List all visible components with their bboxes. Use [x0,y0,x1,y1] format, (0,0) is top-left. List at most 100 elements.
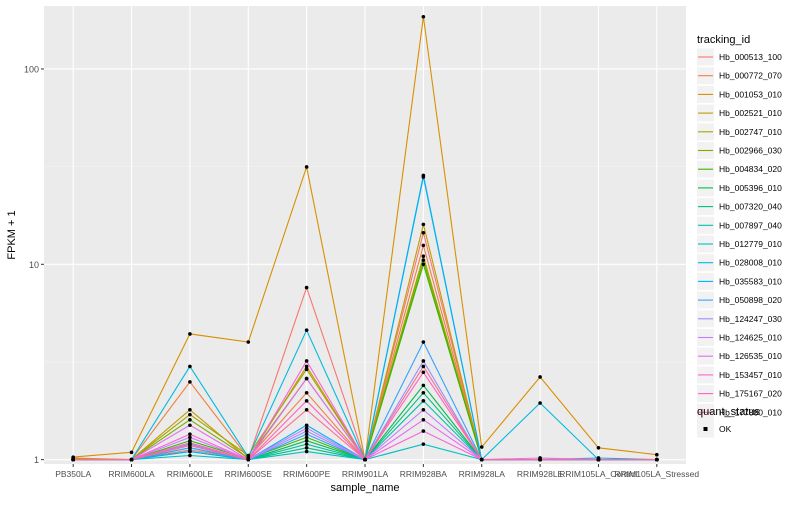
data-point [304,445,309,450]
data-point [421,370,426,375]
data-point [304,376,309,381]
data-point [304,432,309,436]
data-point [421,262,426,267]
legend-label: Hb_177880_010 [719,407,782,417]
x-tick-label: RRIM600PE [283,469,331,479]
data-point [421,407,426,412]
data-point [479,457,484,462]
legend-label: Hb_012779_010 [719,239,782,249]
legend-label: Hb_175167_020 [719,389,782,399]
data-point [188,407,192,412]
data-point [188,443,192,448]
data-point [538,375,542,379]
data-point [596,457,601,462]
data-point [304,399,309,403]
data-point [304,285,309,290]
data-point [304,435,309,440]
data-point [304,165,309,169]
data-point [421,383,426,388]
legend-title-tracking-id: tracking_id [697,34,750,46]
data-point [188,412,192,417]
data-point [129,450,134,455]
data-point [421,399,426,403]
data-point [188,453,192,458]
legend-label: Hb_002747_010 [719,127,782,137]
legend-label: Hb_000772_070 [719,71,782,81]
data-point [71,457,75,462]
y-tick-label: 100 [24,64,39,74]
data-point [421,254,426,259]
data-point [304,328,309,332]
data-point [421,230,426,235]
legend-label: Hb_035583_010 [719,276,782,286]
data-point [304,359,309,363]
data-point [479,445,484,449]
data-point [188,380,192,384]
data-point [304,407,309,412]
x-tick-label: RRIM928LE [517,469,564,479]
legend-label: Hb_050898_020 [719,295,782,305]
data-point [304,364,309,369]
legend-label: Hb_007897_040 [719,220,782,230]
data-point [538,401,542,405]
data-point [421,243,426,248]
legend-label: Hb_007320_040 [719,202,782,212]
x-tick-label: RRIM901LA [342,469,389,479]
data-point [538,457,542,462]
data-point [304,426,309,430]
data-point [304,442,309,446]
legend-label: Hb_002521_010 [719,108,782,118]
x-tick-label: RRIM105LA_Control [559,469,638,479]
data-point [421,359,426,363]
data-point [246,457,251,462]
data-point [188,332,192,336]
y-tick-label: 10 [29,260,39,270]
x-tick-label: PB350LA [55,469,91,479]
data-point [421,429,426,433]
data-point [304,367,309,372]
legend-label: Hb_000513_100 [719,52,782,62]
data-point [188,435,192,440]
data-point [129,457,134,462]
data-point [421,340,426,344]
data-point [304,390,309,395]
data-point [421,364,426,369]
data-point [304,449,309,454]
legend-title-quant-status: quant_status [697,406,760,418]
legend-label: Hb_124625_010 [719,333,782,343]
x-tick-label: RRIM600SE [225,469,273,479]
data-point [304,429,309,433]
data-point [188,432,192,436]
x-tick-label: RRIM600LA [108,469,155,479]
legend-shape-items: OK [697,420,732,438]
data-point [188,423,192,428]
data-point [304,438,309,443]
legend-label: Hb_004834_020 [719,164,782,174]
legend-label: Hb_126535_010 [719,351,782,361]
data-point [421,258,426,262]
legend-label: Hb_005396_010 [719,183,782,193]
legend-label: Hb_124247_030 [719,314,782,324]
legend-label: Hb_028008_010 [719,258,782,268]
data-point [421,14,426,19]
x-tick-label: RRIM928LA [459,469,506,479]
data-point [655,452,659,457]
y-axis-title: FPKM + 1 [6,210,18,259]
data-point [421,173,426,178]
legend-color-items: Hb_000513_100 Hb_000772_070 Hb_001053_010 H… [697,48,782,421]
data-points [71,14,659,462]
x-tick-label: RRIM600LE [167,469,214,479]
data-point [421,417,426,422]
data-point [421,442,426,446]
x-axis-title: sample_name [330,482,399,494]
data-point [246,455,251,459]
legend-label: OK [719,424,732,434]
data-point [188,417,192,422]
data-point [188,364,192,369]
data-point [304,423,309,428]
data-point [421,222,426,227]
data-point [188,440,192,445]
data-point [188,449,192,454]
